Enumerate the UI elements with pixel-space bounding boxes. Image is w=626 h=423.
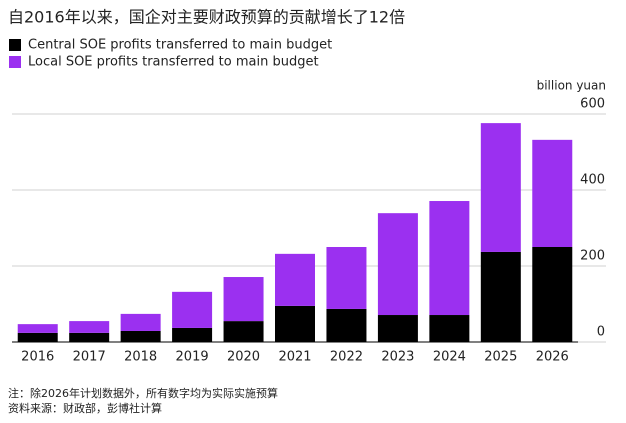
legend-swatch: [9, 39, 21, 51]
bar-segment: [326, 308, 367, 342]
x-tick-label: 2022: [330, 350, 363, 365]
x-tick-label: 2024: [433, 350, 466, 365]
bar-segment: [429, 201, 470, 316]
x-tick-label: 2019: [176, 350, 209, 365]
bar-segment: [532, 247, 573, 342]
bar-segment: [120, 330, 161, 342]
bar-segment: [17, 332, 58, 342]
x-tick-label: 2016: [21, 350, 54, 365]
x-tick-label: 2020: [227, 350, 260, 365]
x-tick-label: 2023: [381, 350, 414, 365]
bar-segment: [172, 327, 213, 342]
legend-swatch: [9, 56, 21, 68]
bar-segment: [120, 313, 161, 331]
x-tick-label: 2026: [536, 350, 569, 365]
bar-segment: [429, 315, 470, 342]
legend-label: Central SOE profits transferred to main …: [28, 38, 332, 53]
bar-segment: [275, 253, 315, 306]
bar-segment: [172, 291, 213, 328]
y-tick-label: 200: [580, 249, 605, 264]
bar-segment: [69, 332, 110, 342]
x-tick-label: 2021: [278, 350, 311, 365]
bar-segment: [377, 315, 418, 342]
bar-segment: [532, 139, 573, 247]
y-tick-label: 600: [580, 97, 605, 112]
note: 注：除2026年计划数据外，所有数字均为实际实施预算: [8, 386, 278, 400]
y-tick-label: 0: [597, 325, 605, 340]
bar-segment: [223, 321, 264, 342]
bar-segment: [480, 123, 521, 252]
x-tick-label: 2025: [484, 350, 517, 365]
x-tick-label: 2018: [124, 350, 157, 365]
x-tick-label: 2017: [73, 350, 106, 365]
legend-label: Local SOE profits transferred to main bu…: [28, 55, 319, 70]
y-axis-label: billion yuan: [537, 79, 606, 93]
bar-segment: [69, 321, 110, 333]
bar-segment: [275, 305, 315, 342]
bar-segment: [17, 324, 58, 333]
bar-segment: [326, 247, 367, 309]
bar-segment: [223, 277, 264, 322]
chart-title: 自2016年以来，国企对主要财政预算的贡献增长了12倍: [8, 8, 405, 27]
bar-segment: [480, 251, 521, 342]
source: 资料来源：财政部，彭博社计算: [8, 401, 162, 415]
bar-segment: [377, 213, 418, 316]
y-tick-label: 400: [580, 173, 605, 188]
